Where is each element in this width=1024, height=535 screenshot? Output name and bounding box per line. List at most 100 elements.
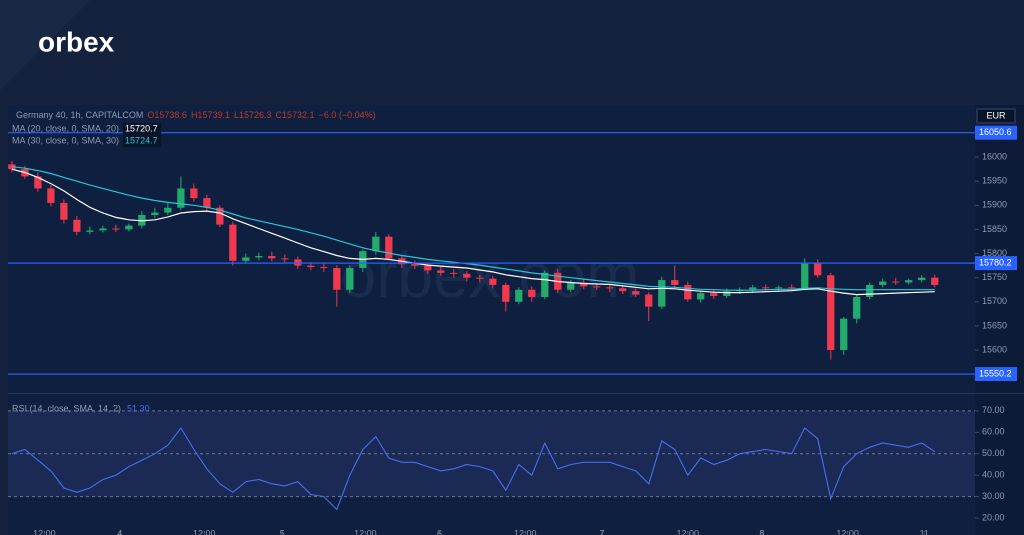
candle-body (879, 281, 887, 285)
currency-box (976, 108, 1016, 124)
y-tick-label: 70.00 (982, 405, 1005, 415)
candle-body (489, 278, 497, 285)
candle-body (385, 236, 393, 259)
legend-value: L15726.3 (234, 110, 272, 120)
candle-body (528, 289, 536, 297)
x-tick-label: 5 (280, 528, 285, 535)
y-tick-label: 20.00 (982, 512, 1005, 522)
candle-body (697, 293, 705, 300)
x-tick-label: 11 (920, 528, 929, 535)
axis-area (975, 105, 1024, 535)
candle-body (515, 289, 523, 302)
level-tag (975, 367, 1017, 382)
legend-value: 15724.7 (125, 135, 158, 145)
candle-body (580, 282, 588, 287)
logo: orbex (38, 26, 115, 57)
candle-body (151, 212, 159, 215)
y-tick-label: 15700 (982, 296, 1007, 306)
ma-line (11, 168, 935, 296)
rsi-line (11, 427, 936, 511)
candle-body (411, 264, 419, 266)
currency: EUR (986, 110, 1006, 120)
candle-body (567, 282, 575, 290)
x-tick-label: 12:00 (193, 528, 216, 535)
x-tick-label: 12:00 (836, 528, 859, 535)
candle-body (229, 224, 237, 261)
rsi-title: RSI (14, close, SMA, 14, 2) (12, 403, 121, 413)
candle-body (372, 236, 380, 252)
candle-body (801, 263, 809, 289)
candle-body (866, 284, 874, 297)
legend-value: 15720.7 (125, 123, 158, 133)
y-tick-label: 60.00 (982, 427, 1005, 437)
candle-body (255, 255, 263, 258)
candle-body (632, 291, 640, 295)
candle-body (814, 263, 822, 276)
candle-body (502, 284, 510, 302)
candle-body (177, 188, 185, 208)
candle-body (541, 272, 549, 297)
candle-body (684, 284, 692, 300)
candle-body (346, 268, 354, 290)
rsi-value: 51.30 (127, 403, 150, 413)
candle-body (268, 255, 276, 259)
candle-body (125, 225, 133, 230)
candle-body (164, 207, 172, 213)
level-label: 15780.2 (979, 257, 1012, 267)
candle-body (203, 198, 211, 208)
candle-body (86, 230, 94, 232)
candle-body (34, 176, 42, 189)
decor (0, 0, 90, 90)
candle-body (60, 202, 68, 220)
legend-title: Germany 40, 1h, CAPITALCOM O15738.6 H15739… (16, 110, 376, 120)
legend-value: H15739.1 (191, 110, 230, 120)
legend-box (123, 135, 162, 147)
legend-name: MA (30, close, 0, SMA, 30) (12, 135, 119, 145)
candle-body (476, 277, 484, 279)
legend-box (123, 123, 162, 135)
candle-body (112, 228, 120, 230)
level-label: 15550.2 (979, 368, 1012, 378)
candle-body (450, 272, 458, 274)
level-tag (975, 125, 1017, 140)
x-tick-label: 12:00 (676, 528, 699, 535)
candle-body (320, 267, 328, 269)
y-tick-label: 15900 (982, 200, 1007, 210)
candle-body (619, 288, 627, 292)
legend-value: Germany 40, 1h, CAPITALCOM (16, 110, 143, 120)
y-tick-label: 15600 (982, 344, 1007, 354)
candle-body (749, 287, 757, 290)
candle-body (892, 281, 900, 283)
candle-body (333, 268, 341, 290)
y-tick-label: 15650 (982, 320, 1007, 330)
x-tick-label: 7 (599, 528, 604, 535)
x-tick-label: 12:00 (33, 528, 56, 535)
candle-body (788, 287, 796, 289)
x-tick-label: 6 (437, 528, 442, 535)
candle-body (294, 259, 302, 266)
candle-body (827, 275, 835, 351)
x-tick-label: 12:00 (354, 528, 377, 535)
candle-body (73, 219, 81, 232)
candle-body (216, 207, 224, 225)
y-tick-label: 40.00 (982, 470, 1005, 480)
x-tick-label: 8 (759, 528, 764, 535)
candle-body (99, 228, 107, 231)
candle-body (281, 258, 289, 260)
candle-body (762, 287, 770, 289)
legend-value: O15738.6 (147, 110, 187, 120)
candle-body (463, 273, 471, 278)
candle-body (190, 188, 198, 199)
candle-body (775, 287, 783, 289)
legend-value: C15732.1 (276, 110, 315, 120)
candle-body (905, 280, 913, 283)
x-tick-label: 12:00 (514, 528, 537, 535)
candle-body (307, 265, 315, 268)
candle-body (242, 257, 250, 261)
y-tick-label: 30.00 (982, 491, 1005, 501)
candle-body (853, 296, 861, 319)
y-tick-label: 15750 (982, 272, 1007, 282)
y-tick-label: 16000 (982, 151, 1007, 161)
